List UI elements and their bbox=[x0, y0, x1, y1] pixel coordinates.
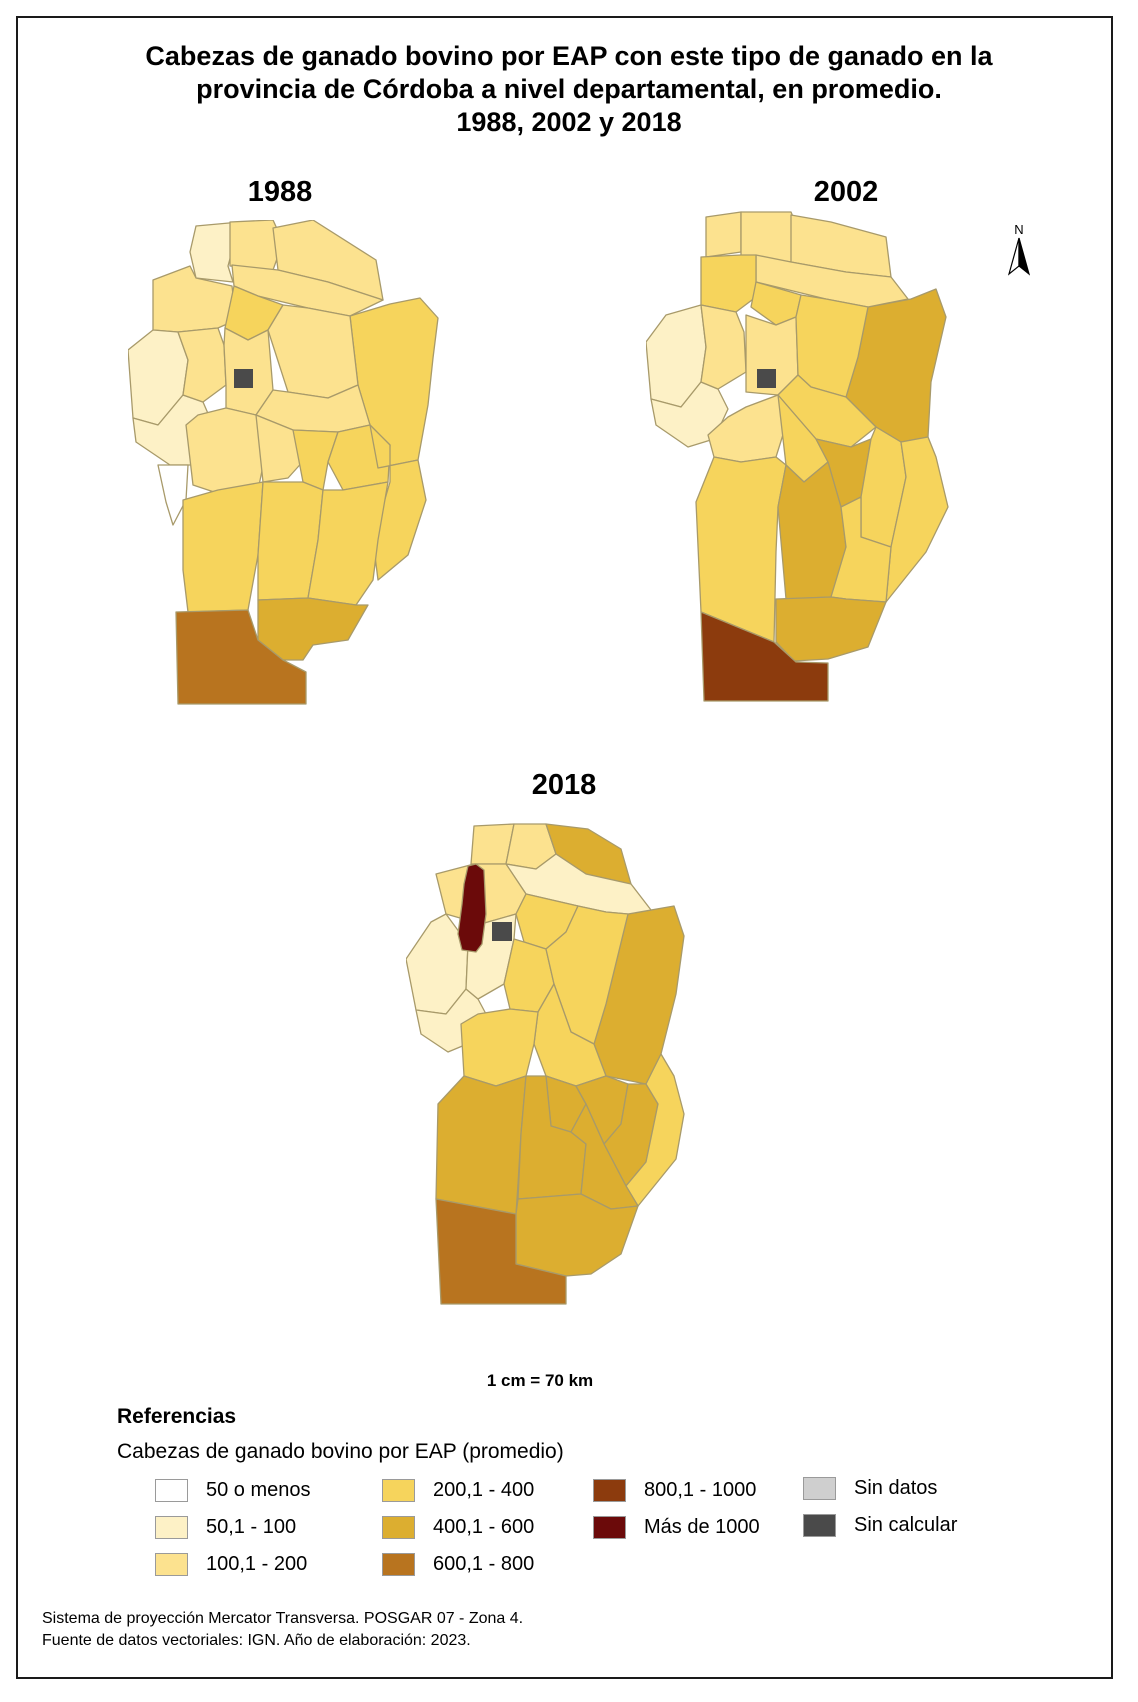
map-2018-year: 2018 bbox=[531, 769, 597, 801]
legend-label: 200,1 - 400 bbox=[433, 1479, 535, 1501]
dept-sw-white bbox=[157, 464, 189, 526]
legend-label: 50 o menos bbox=[206, 1479, 311, 1501]
map-2002 bbox=[646, 207, 986, 727]
scale-label: 1 cm = 70 km bbox=[486, 1371, 594, 1390]
legend-label: 800,1 - 1000 bbox=[644, 1479, 757, 1501]
footer-projection: Sistema de proyección Mercator Transvers… bbox=[42, 1610, 524, 1627]
legend-item: Sin datos bbox=[803, 1477, 937, 1500]
legend-item: 400,1 - 600 bbox=[382, 1516, 534, 1539]
dept-c4 bbox=[267, 304, 359, 399]
dept-e2 bbox=[885, 436, 949, 603]
legend-item: 800,1 - 1000 bbox=[593, 1479, 756, 1502]
dept-c2 bbox=[700, 304, 747, 390]
map-2002-svg bbox=[646, 211, 949, 702]
map-2018-svg bbox=[406, 823, 685, 1305]
legend-swatch bbox=[382, 1553, 415, 1576]
legend-label: Sin calcular bbox=[854, 1514, 958, 1536]
legend-swatch bbox=[155, 1516, 188, 1539]
north-arrow-icon bbox=[1007, 237, 1031, 276]
legend-item: Más de 1000 bbox=[593, 1516, 760, 1539]
legend-item: 50,1 - 100 bbox=[155, 1516, 296, 1539]
legend-label: Sin datos bbox=[854, 1477, 938, 1499]
legend-title: Referencias bbox=[117, 1405, 237, 1428]
dept-south bbox=[700, 611, 829, 702]
map-1988 bbox=[128, 220, 468, 760]
north-letter: N bbox=[1014, 222, 1024, 237]
north-arrow: N bbox=[1002, 222, 1036, 282]
legend-label: 600,1 - 800 bbox=[433, 1553, 535, 1575]
title-line-2: provincia de Córdoba a nivel departament… bbox=[196, 74, 942, 104]
figure-title: Cabezas de ganado bovino por EAP con est… bbox=[40, 40, 1098, 139]
dept-nw1 bbox=[700, 254, 757, 313]
legend-item: 600,1 - 800 bbox=[382, 1553, 534, 1576]
dept-s4 bbox=[775, 596, 887, 662]
legend-swatch bbox=[382, 1479, 415, 1502]
legend-item: 200,1 - 400 bbox=[382, 1479, 534, 1502]
sin-calcular-2002 bbox=[757, 369, 776, 388]
dept-e2 bbox=[625, 1053, 685, 1207]
dept-s3 bbox=[307, 481, 389, 606]
title-line-1: Cabezas de ganado bovino por EAP con est… bbox=[145, 41, 993, 71]
dept-s1 bbox=[435, 1075, 527, 1215]
sin-calcular-2018 bbox=[492, 922, 512, 941]
dept-s4 bbox=[257, 597, 369, 661]
dept-w2 bbox=[650, 381, 729, 448]
legend-label: 100,1 - 200 bbox=[206, 1553, 308, 1575]
legend-label: 50,1 - 100 bbox=[206, 1516, 297, 1538]
footer-source: Fuente de datos vectoriales: IGN. Año de… bbox=[42, 1632, 471, 1649]
map-2018 bbox=[406, 814, 746, 1354]
legend-swatch bbox=[593, 1479, 626, 1502]
legend-label: Más de 1000 bbox=[644, 1516, 760, 1538]
dept-c6 bbox=[460, 1008, 539, 1087]
dept-n1 bbox=[705, 211, 742, 258]
legend-item: Sin calcular bbox=[803, 1514, 957, 1537]
legend-swatch bbox=[382, 1516, 415, 1539]
dept-south bbox=[175, 609, 307, 705]
title-line-3: 1988, 2002 y 2018 bbox=[456, 107, 682, 137]
legend-swatch bbox=[155, 1479, 188, 1502]
dept-c8 bbox=[292, 429, 339, 491]
legend-swatch bbox=[155, 1553, 188, 1576]
dept-c6 bbox=[185, 407, 269, 496]
legend-swatch bbox=[803, 1514, 836, 1537]
dept-max bbox=[457, 863, 487, 953]
dept-s1 bbox=[182, 481, 264, 613]
legend-item: 100,1 - 200 bbox=[155, 1553, 307, 1576]
map-1988-year: 1988 bbox=[247, 176, 313, 208]
legend-swatch bbox=[593, 1516, 626, 1539]
legend-label: 400,1 - 600 bbox=[433, 1516, 535, 1538]
legend-item: 50 o menos bbox=[155, 1479, 311, 1502]
dept-south bbox=[435, 1198, 567, 1305]
legend-subtitle: Cabezas de ganado bovino por EAP (promed… bbox=[117, 1440, 564, 1463]
dept-c2 bbox=[177, 327, 227, 403]
map-1988-svg bbox=[128, 220, 439, 705]
map-2002-year: 2002 bbox=[813, 176, 879, 208]
map-frame bbox=[16, 16, 1113, 1679]
dept-s1 bbox=[695, 456, 787, 643]
sin-calcular-1988 bbox=[234, 369, 253, 388]
legend-swatch bbox=[803, 1477, 836, 1500]
dept-e2 bbox=[369, 424, 427, 581]
dept-c1 bbox=[755, 254, 909, 308]
